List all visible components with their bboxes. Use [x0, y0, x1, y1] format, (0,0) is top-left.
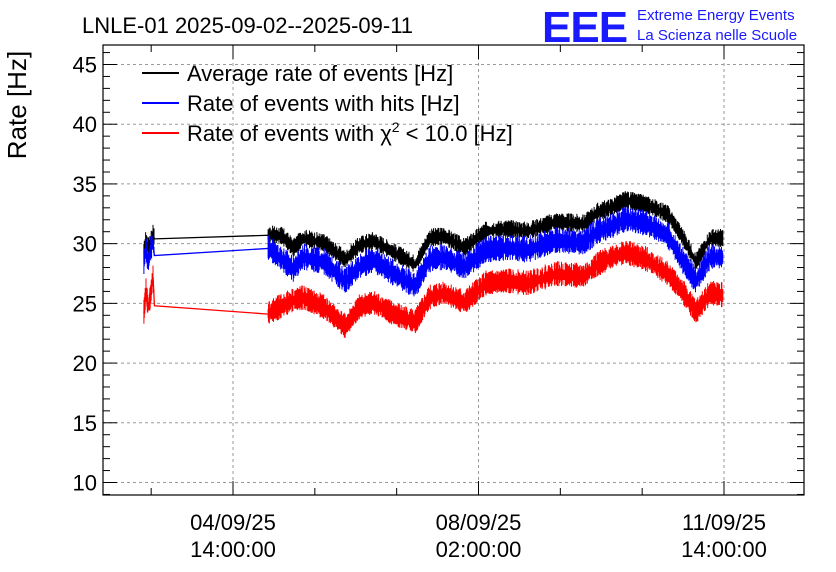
x-tick-label-date: 11/09/25 [682, 510, 766, 535]
x-tick-label-time: 14:00:00 [190, 537, 276, 562]
eee-logo: EEE Extreme Energy Events La Scienza nel… [542, 3, 797, 52]
series-fluctuation [143, 206, 724, 297]
series-hits [143, 206, 724, 297]
x-tick-label-date: 04/09/25 [190, 510, 276, 535]
legend-label-main: Rate of events with χ [187, 121, 392, 146]
y-tick-label: 25 [73, 291, 97, 316]
legend-label-tail: < 10.0 [Hz] [400, 121, 513, 146]
y-tick-label: 10 [73, 471, 97, 496]
y-tick-label: 15 [73, 411, 97, 436]
eee-logo-line1: Extreme Energy Events [637, 7, 795, 24]
legend-label-sup: 2 [392, 119, 400, 135]
series-layer [143, 191, 724, 338]
x-tick-label-time: 02:00:00 [436, 537, 522, 562]
chart-title: LNLE-01 2025-09-02--2025-09-11 [82, 13, 413, 38]
y-tick-label: 20 [73, 351, 97, 376]
y-tick-label: 35 [73, 172, 97, 197]
legend: Average rate of events [Hz] Rate of event… [142, 61, 513, 146]
x-tick-label-time: 14:00:00 [681, 537, 767, 562]
legend-label: Average rate of events [Hz] [187, 61, 453, 86]
series-average [143, 191, 724, 272]
y-tick-label: 40 [73, 112, 97, 137]
series-chi2 [143, 241, 724, 338]
x-tick-label-date: 08/09/25 [436, 510, 522, 535]
axes: 101520253035404504/09/2514:00:0008/09/25… [73, 45, 804, 562]
eee-logo-line2: La Scienza nelle Scuole [637, 27, 797, 44]
y-tick-label: 45 [73, 53, 97, 78]
plot-frame [102, 44, 805, 496]
y-axis-label: Rate [Hz] [2, 51, 32, 159]
legend-label: Rate of events with hits [Hz] [187, 91, 460, 116]
y-tick-label: 30 [73, 232, 97, 257]
eee-logo-letters: EEE [542, 3, 627, 52]
legend-label: Rate of events with χ2 < 10.0 [Hz] [187, 119, 513, 146]
series-fluctuation [143, 241, 724, 338]
